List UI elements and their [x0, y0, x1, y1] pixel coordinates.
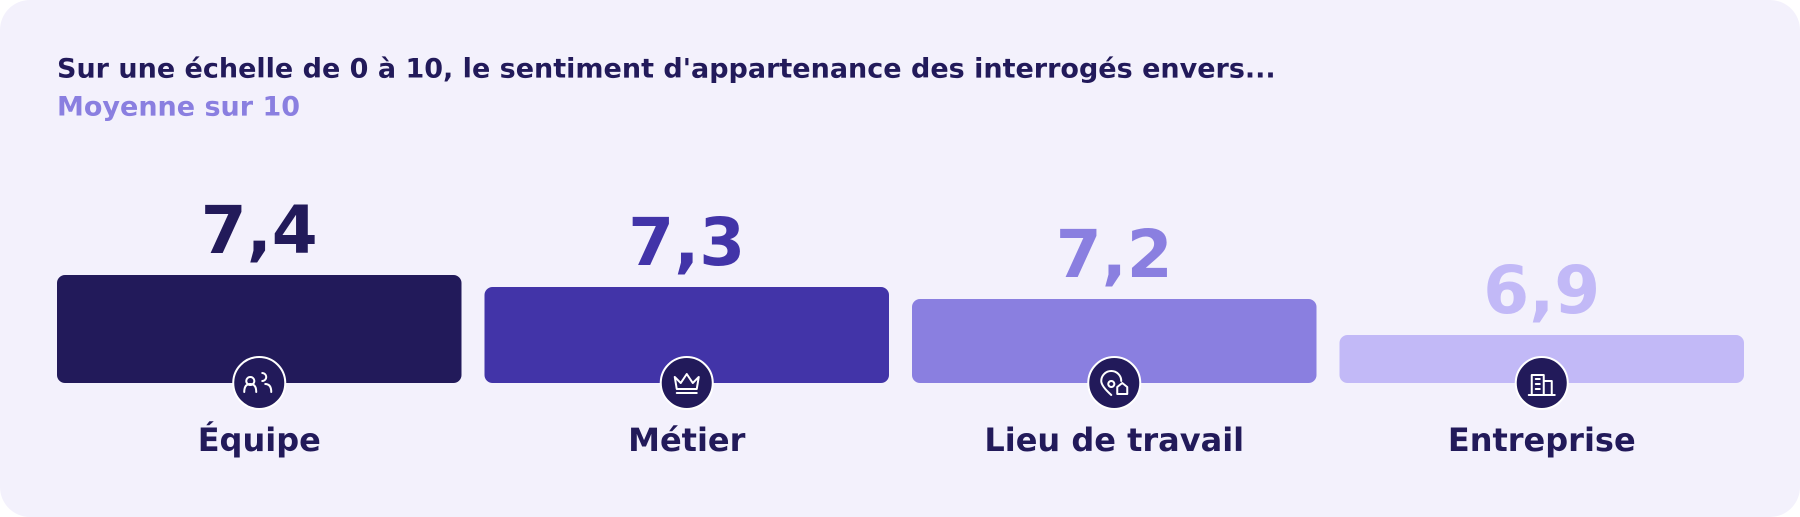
value-label: 7,3 [628, 204, 745, 281]
icon-badge [1514, 356, 1569, 410]
bar [484, 287, 889, 383]
bar [57, 275, 462, 383]
value-label: 6,9 [1483, 252, 1600, 329]
x-tick-label: Métier [628, 421, 746, 459]
x-tick-label: Équipe [198, 421, 321, 459]
x-tick-label: Entreprise [1448, 421, 1636, 459]
icon-badge [232, 356, 287, 410]
x-tick-label: Lieu de travail [984, 421, 1244, 459]
value-label: 7,4 [201, 192, 318, 269]
value-label: 7,2 [1056, 216, 1173, 293]
icon [243, 372, 273, 393]
icon [673, 373, 700, 394]
bar [912, 299, 1317, 383]
icon [1527, 374, 1556, 396]
icon-badge [659, 356, 714, 410]
chart-title: Sur une échelle de 0 à 10, le sentiment … [57, 54, 1276, 85]
icon [1100, 370, 1129, 396]
chart-subtitle: Moyenne sur 10 [57, 92, 300, 123]
